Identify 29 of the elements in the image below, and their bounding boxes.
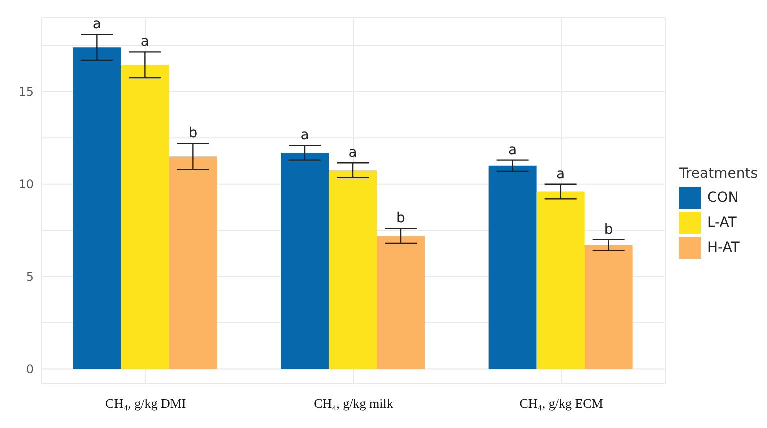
annotation: a [300,128,310,144]
annotation: a [508,142,518,158]
y-tick-label: 15 [18,85,34,100]
y-tick-label: 0 [26,362,34,376]
annotation: a [556,166,566,182]
bar [488,166,537,370]
bar [376,236,425,370]
legend-label: CON [707,190,739,206]
x-tick-label: CH₄, g/kg ECM [520,396,604,411]
annotation: a [348,145,358,162]
legend-title: Treatments [679,166,758,182]
bar [280,152,329,370]
bar [584,245,633,370]
annotation: b [396,210,406,227]
annotation: a [140,34,150,50]
x-tick-label: CH₄, g/kg milk [314,396,394,411]
bar [121,65,170,370]
y-tick-label: 5 [26,270,34,284]
bar [328,170,377,370]
legend-label: H-AT [707,240,740,256]
bar [536,192,585,370]
bar [169,156,218,370]
annotation: b [604,222,614,238]
annotation: a [92,16,102,33]
x-tick-label: CH₄, g/kg DMI [106,396,186,411]
y-tick-label: 10 [18,178,34,192]
annotation: b [188,126,198,142]
bar [73,48,122,370]
legend-label: L-AT [707,215,737,231]
